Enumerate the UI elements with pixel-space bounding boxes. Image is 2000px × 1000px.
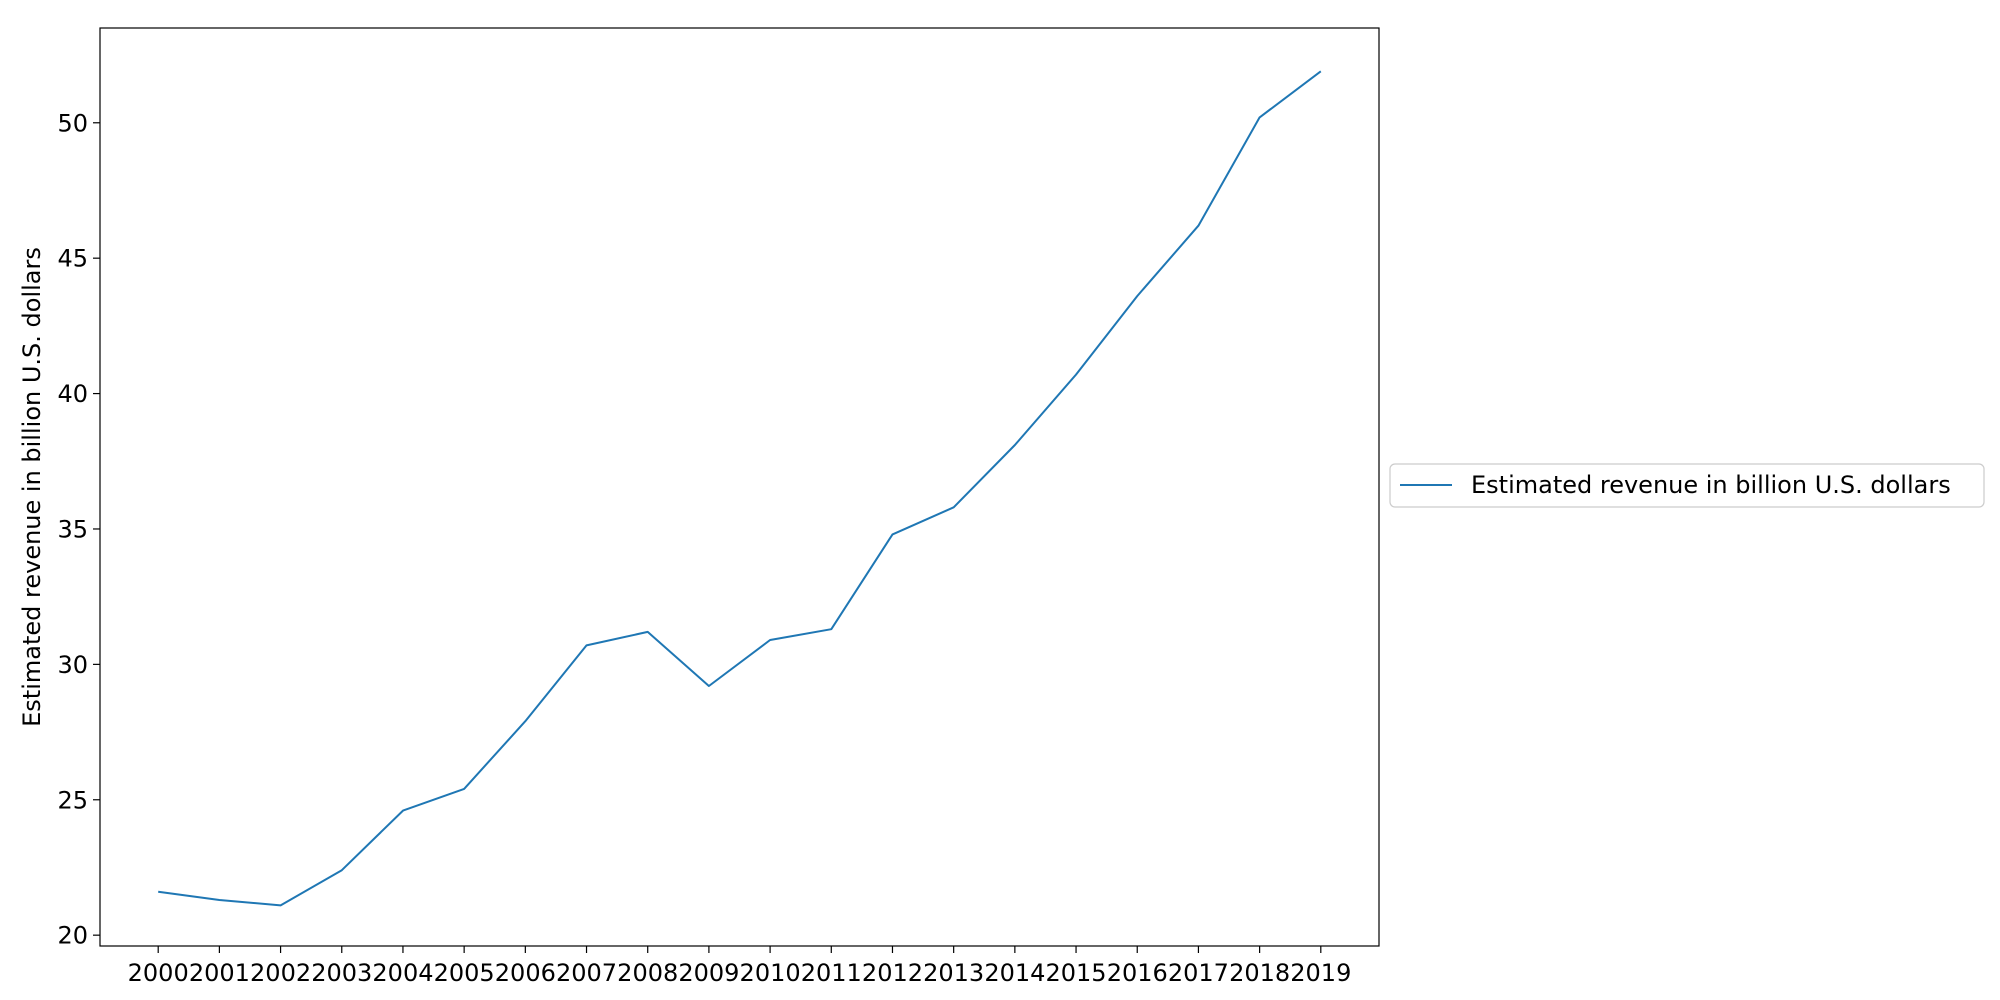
data-point[interactable] xyxy=(1073,372,1079,378)
data-point[interactable] xyxy=(1195,223,1201,229)
y-tick-label: 40 xyxy=(57,380,88,408)
x-tick-label: 2003 xyxy=(311,959,372,987)
x-tick-label: 2014 xyxy=(984,959,1045,987)
y-axis-label: Estimated revenue in billion U.S. dollar… xyxy=(18,247,46,727)
legend[interactable]: Estimated revenue in billion U.S. dollar… xyxy=(1389,463,1985,508)
data-point[interactable] xyxy=(400,808,406,814)
series-layer xyxy=(155,68,1324,908)
x-tick-label: 2013 xyxy=(923,959,984,987)
x-tick-label: 2016 xyxy=(1107,959,1168,987)
plot-frame xyxy=(99,27,1380,947)
data-point[interactable] xyxy=(339,867,345,873)
y-tick-label: 25 xyxy=(57,786,88,814)
x-tick-label: 2018 xyxy=(1229,959,1290,987)
data-point[interactable] xyxy=(1012,442,1018,448)
data-point[interactable] xyxy=(767,637,773,643)
data-point[interactable] xyxy=(706,683,712,689)
x-tick-label: 2002 xyxy=(250,959,311,987)
y-tick-label: 45 xyxy=(57,245,88,273)
y-axis: 20 25 30 35 40 45 50 xyxy=(57,109,100,950)
x-tick-label: 2007 xyxy=(556,959,617,987)
x-tick-label: 2006 xyxy=(495,959,556,987)
data-point[interactable] xyxy=(584,642,590,648)
y-tick-label: 50 xyxy=(57,109,88,137)
x-tick-label: 2004 xyxy=(372,959,433,987)
x-tick-label: 2017 xyxy=(1168,959,1229,987)
data-point[interactable] xyxy=(889,531,895,537)
data-point[interactable] xyxy=(216,897,222,903)
data-point[interactable] xyxy=(951,504,957,510)
data-point[interactable] xyxy=(522,718,528,724)
data-point[interactable] xyxy=(1318,68,1324,74)
x-tick-label: 2015 xyxy=(1046,959,1107,987)
y-tick-label: 35 xyxy=(57,515,88,543)
y-tick-label: 20 xyxy=(57,922,88,950)
data-point[interactable] xyxy=(461,786,467,792)
x-axis: 2000 2001 2002 2003 2004 2005 2006 2007 2008 2009… xyxy=(128,946,1351,987)
data-point[interactable] xyxy=(1134,293,1140,299)
data-point[interactable] xyxy=(278,902,284,908)
data-point[interactable] xyxy=(1257,114,1263,120)
x-tick-label: 2008 xyxy=(617,959,678,987)
data-point[interactable] xyxy=(155,889,161,895)
y-tick-label: 30 xyxy=(57,651,88,679)
x-tick-label: 2012 xyxy=(862,959,923,987)
data-point[interactable] xyxy=(828,626,834,632)
x-tick-label: 2000 xyxy=(128,959,189,987)
data-point[interactable] xyxy=(645,629,651,635)
x-tick-label: 2009 xyxy=(678,959,739,987)
x-tick-label: 2019 xyxy=(1290,959,1351,987)
x-tick-label: 2005 xyxy=(434,959,495,987)
x-tick-label: 2001 xyxy=(189,959,250,987)
series-line xyxy=(158,70,1322,907)
x-tick-label: 2011 xyxy=(801,959,862,987)
legend-box xyxy=(1389,463,1985,508)
x-tick-label: 2010 xyxy=(740,959,801,987)
legend-entry-label: Estimated revenue in billion U.S. dollar… xyxy=(1471,471,1951,499)
